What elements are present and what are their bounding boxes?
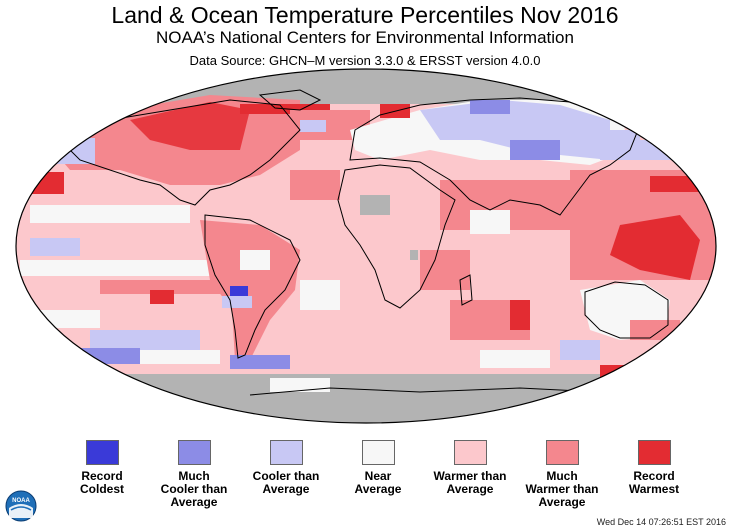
legend-swatch (269, 440, 303, 465)
world-map (15, 68, 717, 424)
near-average-region (470, 210, 510, 234)
data-source: Data Source: GHCN–M version 3.3.0 & ERSS… (189, 53, 541, 68)
record-warmest-region (20, 172, 64, 194)
timestamp: Wed Dec 14 07:26:51 EST 2016 (596, 517, 726, 527)
record-warmest-region (610, 215, 700, 280)
cooler-region (600, 130, 640, 160)
legend-swatch (177, 440, 211, 465)
map-globe (16, 69, 716, 423)
much-warmer-region (100, 280, 220, 294)
much-cooler-region (230, 355, 290, 369)
noaa-logo-icon: NOAA (5, 490, 37, 522)
map-border (15, 68, 717, 424)
record-warmest-region (150, 290, 174, 304)
no-data-region (16, 374, 716, 423)
legend-item: Much Cooler than Average (144, 440, 244, 509)
legend-swatch (545, 440, 579, 465)
near-average-region (40, 310, 100, 328)
cooler-region (300, 120, 326, 132)
near-average-region (140, 350, 220, 364)
no-data-region (360, 195, 390, 215)
near-average-region (20, 260, 210, 276)
legend-label: Cooler than Average (252, 469, 320, 496)
legend-item: Record Coldest (52, 440, 152, 496)
legend-label: Record Warmest (628, 469, 680, 496)
much-cooler-region (470, 100, 510, 114)
map-subtitle: NOAA’s National Centers for Environmenta… (156, 28, 574, 47)
coastlines (59, 89, 669, 399)
near-average-region (480, 350, 550, 368)
record-warmest-region (130, 102, 250, 150)
cooler-region (30, 238, 80, 256)
legend-label: Warmer than Average (433, 469, 507, 496)
legend-label: Much Cooler than Average (160, 469, 228, 509)
legend-item: Record Warmest (604, 440, 704, 496)
near-average-region (300, 280, 340, 310)
much-warmer-region (630, 320, 680, 340)
legend: Record Coldest Much Cooler than Average Co… (0, 440, 730, 510)
legend-label: Record Coldest (79, 469, 124, 496)
legend-swatch (85, 440, 119, 465)
legend-item: Near Average (328, 440, 428, 496)
legend-swatch (453, 440, 487, 465)
legend-item: Cooler than Average (236, 440, 336, 496)
legend-swatch (637, 440, 671, 465)
near-average-region (270, 378, 330, 392)
legend-item: Much Warmer than Average (512, 440, 612, 509)
near-average-region (240, 250, 270, 270)
legend-swatch (361, 440, 395, 465)
cooler-region (90, 330, 200, 350)
much-warmer-region (200, 220, 300, 360)
map-title: Land & Ocean Temperature Percentiles Nov… (111, 2, 619, 28)
legend-label: Much Warmer than Average (525, 469, 599, 509)
no-data-region (410, 250, 418, 260)
near-average-region (30, 205, 190, 223)
much-cooler-region (510, 140, 560, 160)
much-cooler-region (80, 348, 140, 364)
legend-item: Warmer than Average (420, 440, 520, 496)
cooler-region (420, 100, 610, 160)
cooler-region (222, 296, 252, 308)
no-data-region (16, 69, 716, 104)
record-coldest-region (230, 286, 248, 296)
legend-label: Near Average (354, 469, 402, 496)
cooler-region (560, 340, 600, 360)
record-warmest-region (510, 300, 530, 330)
record-warmest-region (650, 176, 710, 192)
logo-text: NOAA (12, 498, 30, 504)
much-warmer-region (420, 250, 470, 290)
much-warmer-region (290, 170, 340, 200)
